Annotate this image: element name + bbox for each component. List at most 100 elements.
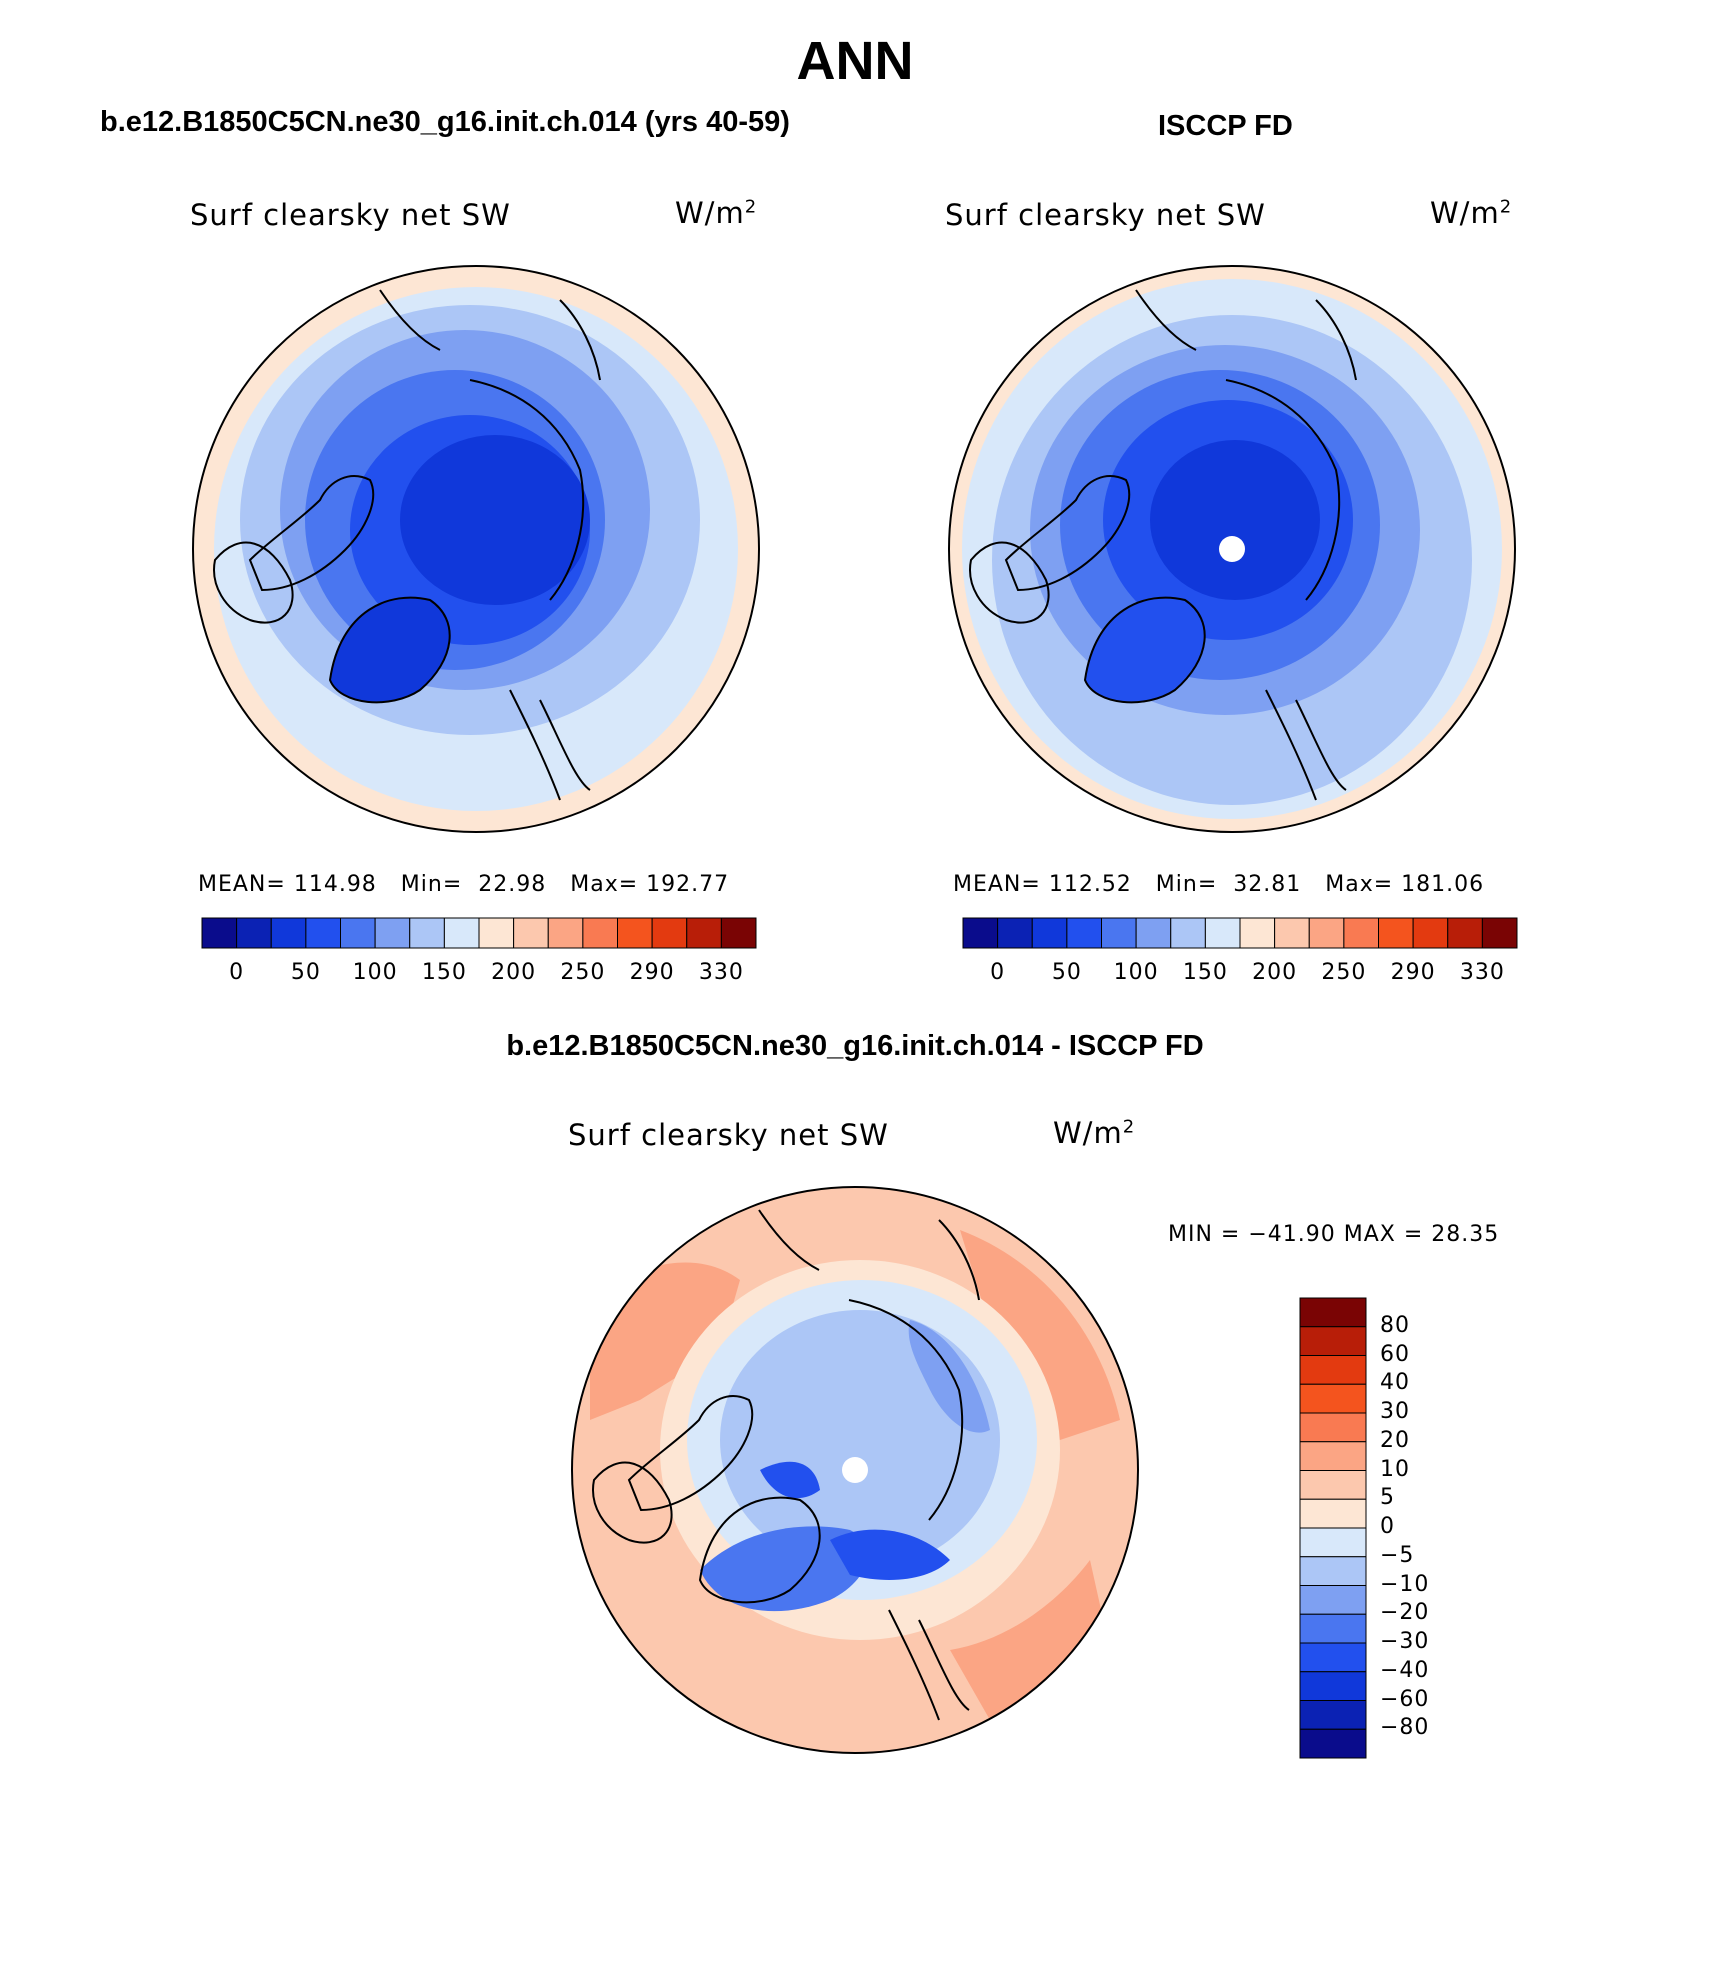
colorbar-tick-label: 150 [421,960,467,985]
colorbar-swatch [1299,1412,1367,1443]
colorbar-tick-label: 100 [1113,960,1159,985]
colorbar-swatch [1170,917,1206,949]
colorbar-tick-label: 5 [1380,1485,1395,1511]
colorbar-swatch [1274,917,1310,949]
difference-panel-title: b.e12.B1850C5CN.ne30_g16.init.ch.014 - I… [506,1030,1204,1062]
left-map-outline [192,265,760,833]
colorbar-swatch [1447,917,1483,949]
colorbar-tick-label: −20 [1380,1600,1430,1626]
right-panel-title: ISCCP FD [1158,110,1293,142]
colorbar-swatch [1066,917,1102,949]
colorbar-tick-label: 250 [1321,960,1367,985]
colorbar-tick-label: 330 [698,960,744,985]
colorbar-tick-label: −10 [1380,1571,1430,1597]
left-variable-label: Surf clearsky net SW [190,198,511,232]
colorbar-swatch [547,917,584,949]
colorbar-swatch [1299,1671,1367,1701]
colorbar-tick-label: 60 [1380,1341,1410,1367]
colorbar-tick-label: 250 [560,960,606,985]
colorbar-tick-label: 290 [629,960,675,985]
colorbar-tick-label: 0 [1380,1514,1395,1539]
difference-minmax: MIN = −41.90 MAX = 28.35 [1168,1222,1500,1247]
right-unit-label: W/m2 [1430,196,1513,230]
colorbar-swatch [1378,917,1414,949]
colorbar-swatch [962,917,999,949]
colorbar-swatch [478,917,515,949]
colorbar-swatch [1299,1728,1367,1759]
colorbar-swatch [1299,1498,1367,1529]
colorbar-tick-label: 10 [1380,1456,1410,1482]
colorbar-swatch [1343,917,1379,949]
colorbar-swatch [582,917,618,949]
right-variable-label: Surf clearsky net SW [945,198,1266,232]
colorbar-tick-label: −40 [1380,1657,1430,1683]
colorbar-swatch [409,917,445,949]
colorbar-tick-label: 100 [352,960,398,985]
colorbar-swatch [1204,917,1241,949]
colorbar-swatch [1299,1297,1367,1328]
colorbar-swatch [1299,1470,1367,1500]
colorbar-swatch [374,917,411,949]
left-polar-map [193,266,759,832]
difference-polar-map [572,1187,1138,1753]
left-stats: MEAN= 114.98 Min= 22.98 Max= 192.77 [198,872,730,897]
colorbar-swatch [1299,1326,1367,1356]
difference-colorbar [1299,1297,1367,1759]
colorbar-swatch [270,917,307,949]
right-map-outline [948,265,1516,833]
colorbar-tick-label: 330 [1459,960,1505,985]
colorbar-swatch [201,917,238,949]
colorbar-swatch [1299,1556,1367,1586]
colorbar-swatch [305,917,341,949]
colorbar-tick-label: 150 [1182,960,1228,985]
colorbar-swatch [443,917,480,949]
colorbar-swatch [1239,917,1276,949]
colorbar-tick-label: 50 [1051,960,1082,985]
colorbar-swatch [236,917,272,949]
left-unit-label: W/m2 [675,196,758,230]
colorbar-tick-label: 50 [290,960,321,985]
colorbar-swatch [1299,1383,1367,1414]
colorbar-tick-label: −30 [1380,1629,1430,1654]
right-colorbar [962,917,1518,949]
left-panel-title: b.e12.B1850C5CN.ne30_g16.init.ch.014 (yr… [100,106,790,138]
colorbar-swatch [1299,1441,1367,1471]
colorbar-tick-label: 80 [1380,1312,1410,1338]
colorbar-tick-label: 0 [229,960,245,985]
figure-title: ANN [796,31,914,91]
difference-map-outline [571,1186,1139,1754]
right-stats: MEAN= 112.52 Min= 32.81 Max= 181.06 [953,872,1485,897]
colorbar-tick-label: 20 [1380,1427,1410,1453]
bottom-unit-label: W/m2 [1053,1116,1136,1150]
colorbar-tick-label: 0 [990,960,1006,985]
colorbar-swatch [513,917,549,949]
colorbar-tick-label: 200 [1252,960,1298,985]
colorbar-swatch [720,917,757,949]
colorbar-tick-label: 290 [1390,960,1436,985]
colorbar-swatch [1101,917,1137,949]
colorbar-tick-label: −80 [1380,1715,1430,1741]
colorbar-tick-label: 40 [1380,1370,1410,1396]
colorbar-swatch [1299,1527,1367,1558]
colorbar-swatch [1299,1700,1367,1730]
colorbar-swatch [1299,1613,1367,1644]
right-polar-map [949,266,1515,832]
colorbar-tick-label: −5 [1380,1542,1415,1568]
colorbar-swatch [617,917,653,949]
colorbar-swatch [651,917,688,949]
colorbar-swatch [1412,917,1449,949]
colorbar-swatch [340,917,376,949]
colorbar-swatch [1135,917,1172,949]
colorbar-swatch [1031,917,1068,949]
colorbar-swatch [1308,917,1345,949]
colorbar-swatch [686,917,722,949]
left-colorbar [201,917,757,949]
colorbar-swatch [1299,1642,1367,1673]
bottom-variable-label: Surf clearsky net SW [568,1118,889,1152]
colorbar-tick-label: 30 [1380,1399,1410,1424]
colorbar-swatch [1299,1355,1367,1385]
colorbar-swatch [1299,1585,1367,1615]
colorbar-tick-label: 200 [491,960,537,985]
colorbar-swatch [997,917,1033,949]
colorbar-swatch [1481,917,1518,949]
